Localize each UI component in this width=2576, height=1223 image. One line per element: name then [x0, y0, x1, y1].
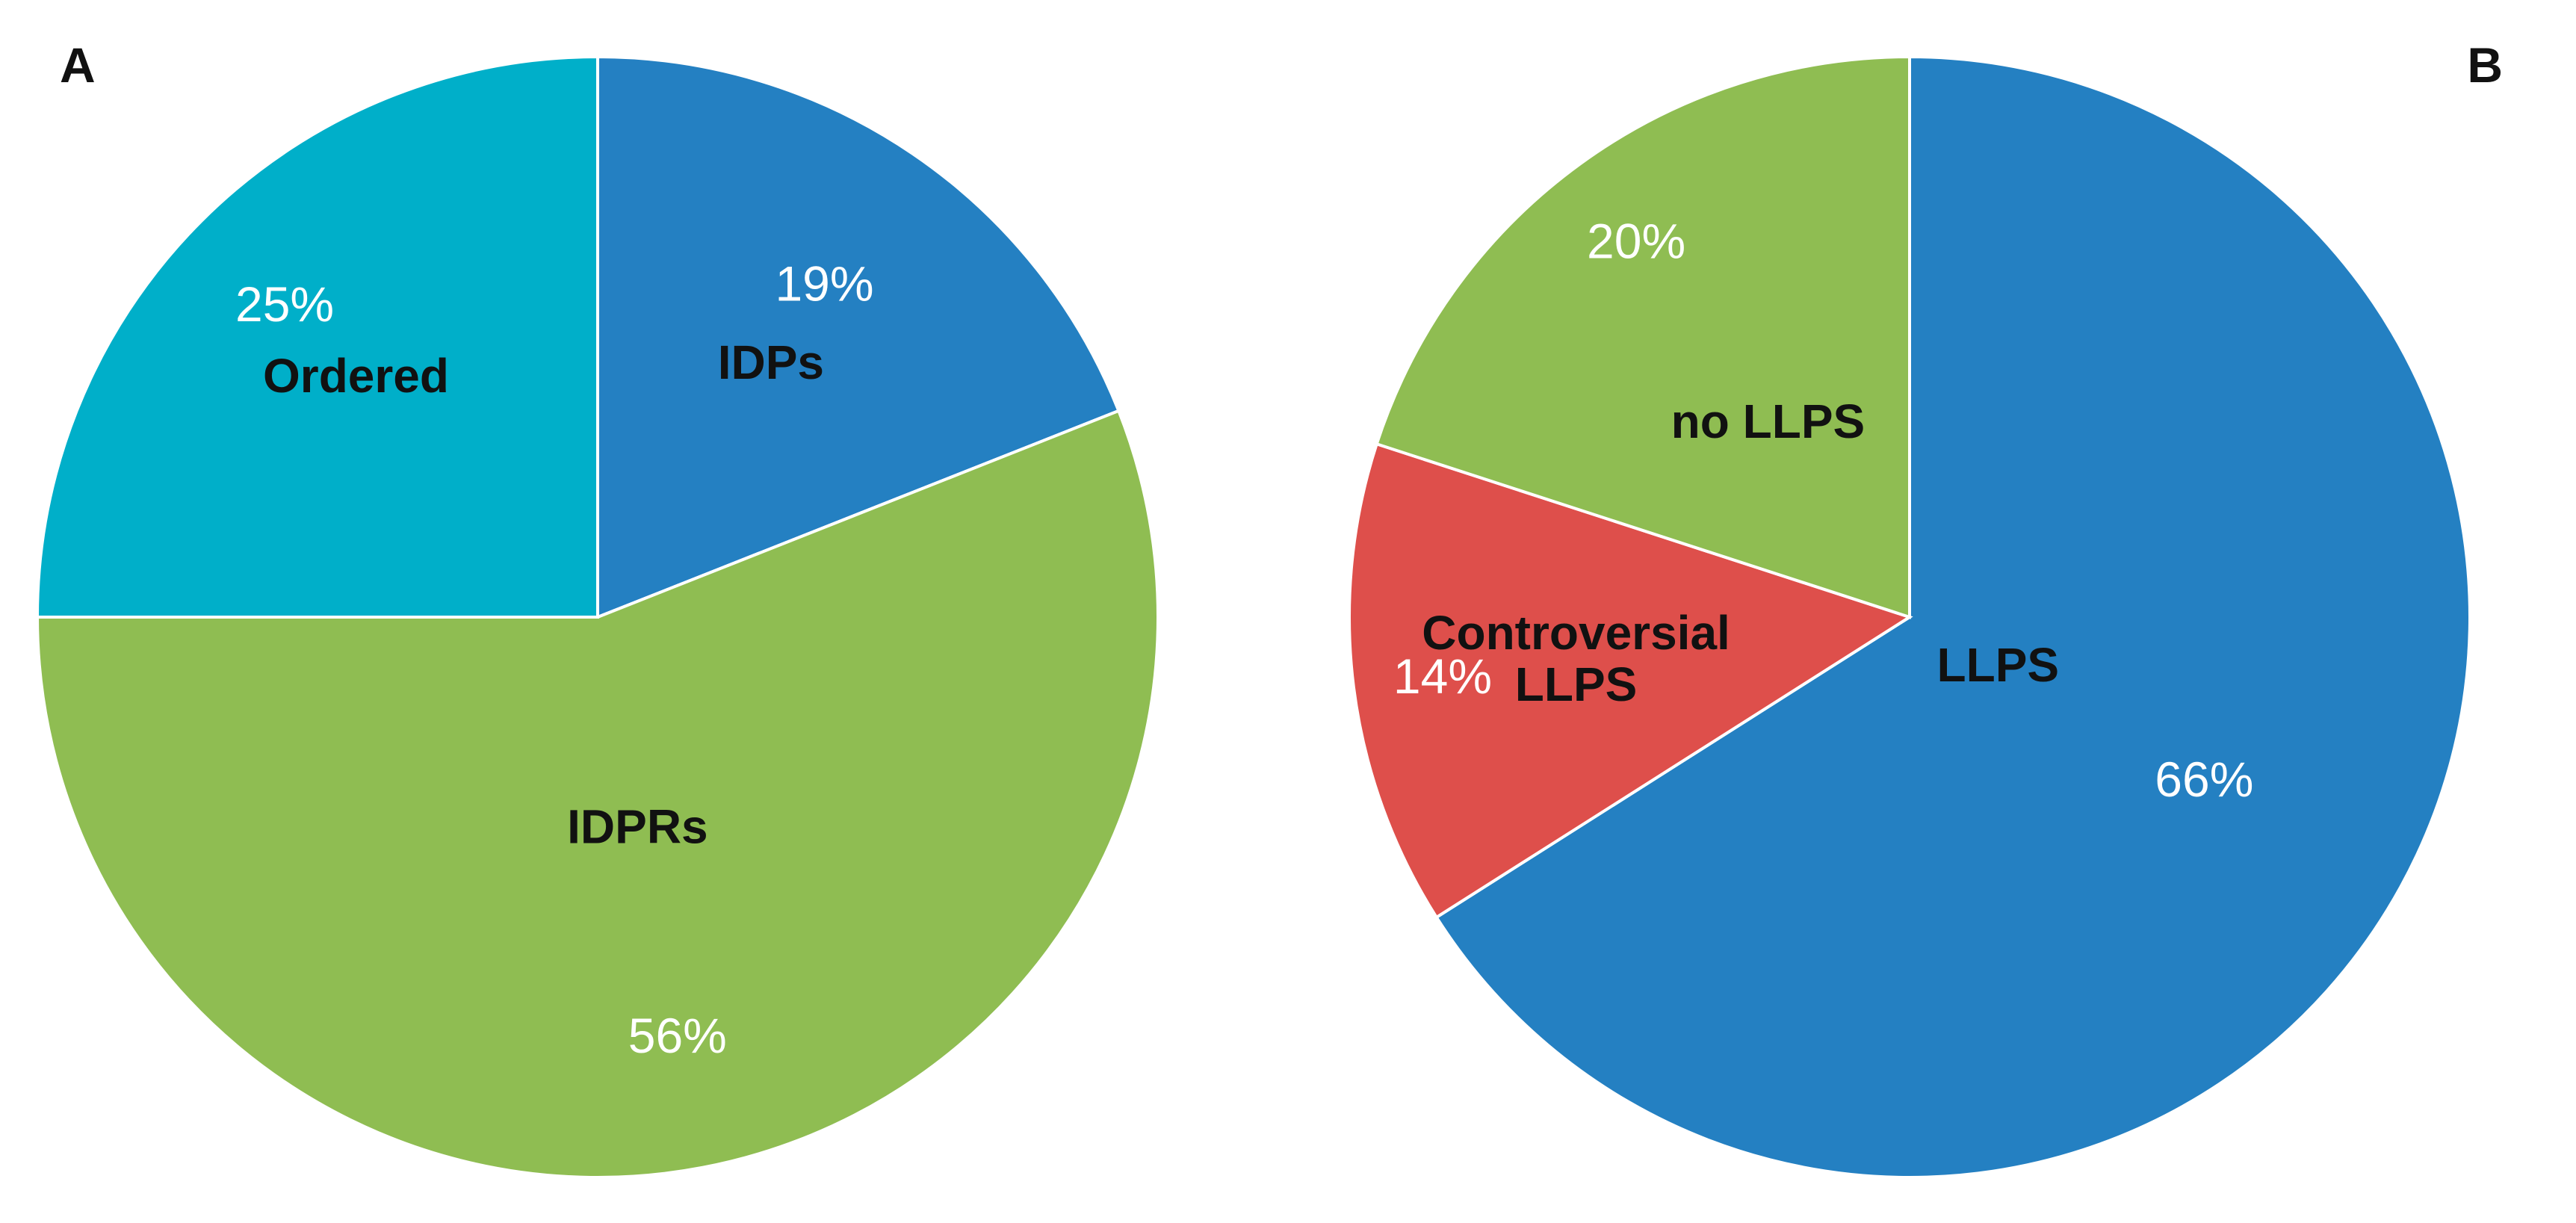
- panel-a-value-idps: 19%: [775, 256, 873, 311]
- panel-b-value-controversial-llps: 14%: [1393, 648, 1492, 704]
- panel-b-label-no-llps: no LLPS: [1671, 394, 1866, 448]
- panel-a-label-ordered: Ordered: [263, 349, 449, 403]
- panel-b-value-no-llps: 20%: [1587, 213, 1685, 268]
- panel-b-label-llps: LLPS: [1937, 638, 2060, 692]
- panel-a-letter: A: [60, 37, 96, 93]
- panel-a-value-idprs: 56%: [628, 1008, 727, 1063]
- panel-a-label-idprs: IDPRs: [567, 799, 708, 853]
- panel-a-value-ordered: 25%: [235, 276, 334, 332]
- panel-a-slice-idprs: [35, 409, 1159, 1179]
- panel-b-slice-no-llps: [1375, 55, 1911, 619]
- panel-b-slice-llps: [1434, 55, 2471, 1179]
- panel-a-slice-idps: [596, 55, 1121, 619]
- panel-b-slice-controversial-llps: [1348, 442, 1913, 920]
- pie-chart-a: IDPs 19% IDPRs 56% Ordered 25%: [35, 55, 1159, 1179]
- panel-b-letter: B: [2467, 37, 2503, 93]
- panel-b-value-llps: 66%: [2155, 752, 2253, 807]
- panel-b-label-controversial-llps: Controversial LLPS: [1422, 606, 1730, 711]
- panel-a-slice-ordered: [35, 55, 599, 619]
- panel-a-label-idps: IDPs: [718, 335, 824, 389]
